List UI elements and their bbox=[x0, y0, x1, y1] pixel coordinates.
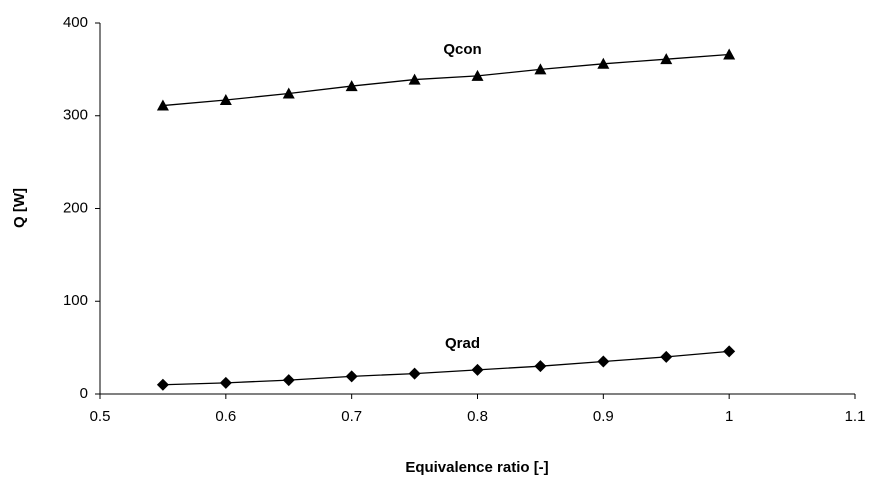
data-marker bbox=[219, 93, 232, 105]
y-tick-label: 300 bbox=[63, 107, 88, 124]
data-marker bbox=[660, 350, 673, 363]
x-tick-label: 0.5 bbox=[90, 408, 111, 425]
data-marker bbox=[723, 345, 736, 358]
data-marker bbox=[408, 367, 421, 380]
y-tick-label: 100 bbox=[63, 292, 88, 309]
data-marker bbox=[408, 73, 421, 85]
series-label: Qrad bbox=[445, 335, 480, 352]
data-marker bbox=[471, 69, 484, 81]
data-marker bbox=[597, 57, 610, 69]
x-tick-label: 1.1 bbox=[845, 408, 866, 425]
data-marker bbox=[345, 370, 358, 383]
y-tick-label: 0 bbox=[80, 385, 88, 402]
data-marker bbox=[219, 376, 232, 389]
data-marker bbox=[597, 355, 610, 368]
data-marker bbox=[723, 48, 736, 60]
data-marker bbox=[156, 378, 169, 391]
y-tick-label: 200 bbox=[63, 199, 88, 216]
data-marker bbox=[471, 363, 484, 376]
y-axis-title: Q [W] bbox=[11, 188, 28, 228]
data-marker bbox=[282, 87, 295, 99]
series-line bbox=[162, 350, 730, 386]
x-axis-title: Equivalence ratio [-] bbox=[405, 459, 548, 476]
x-tick-label: 0.7 bbox=[341, 408, 362, 425]
x-tick-label: 1 bbox=[725, 408, 733, 425]
data-marker bbox=[534, 63, 547, 75]
data-marker bbox=[156, 99, 169, 111]
data-marker bbox=[282, 374, 295, 387]
x-tick-label: 0.9 bbox=[593, 408, 614, 425]
series-label: Qcon bbox=[443, 41, 481, 58]
y-tick-label: 400 bbox=[63, 14, 88, 31]
data-marker bbox=[660, 53, 673, 65]
data-marker bbox=[345, 80, 358, 92]
data-marker bbox=[534, 360, 547, 373]
series-line bbox=[162, 53, 730, 107]
x-tick-label: 0.8 bbox=[467, 408, 488, 425]
x-tick-label: 0.6 bbox=[215, 408, 236, 425]
